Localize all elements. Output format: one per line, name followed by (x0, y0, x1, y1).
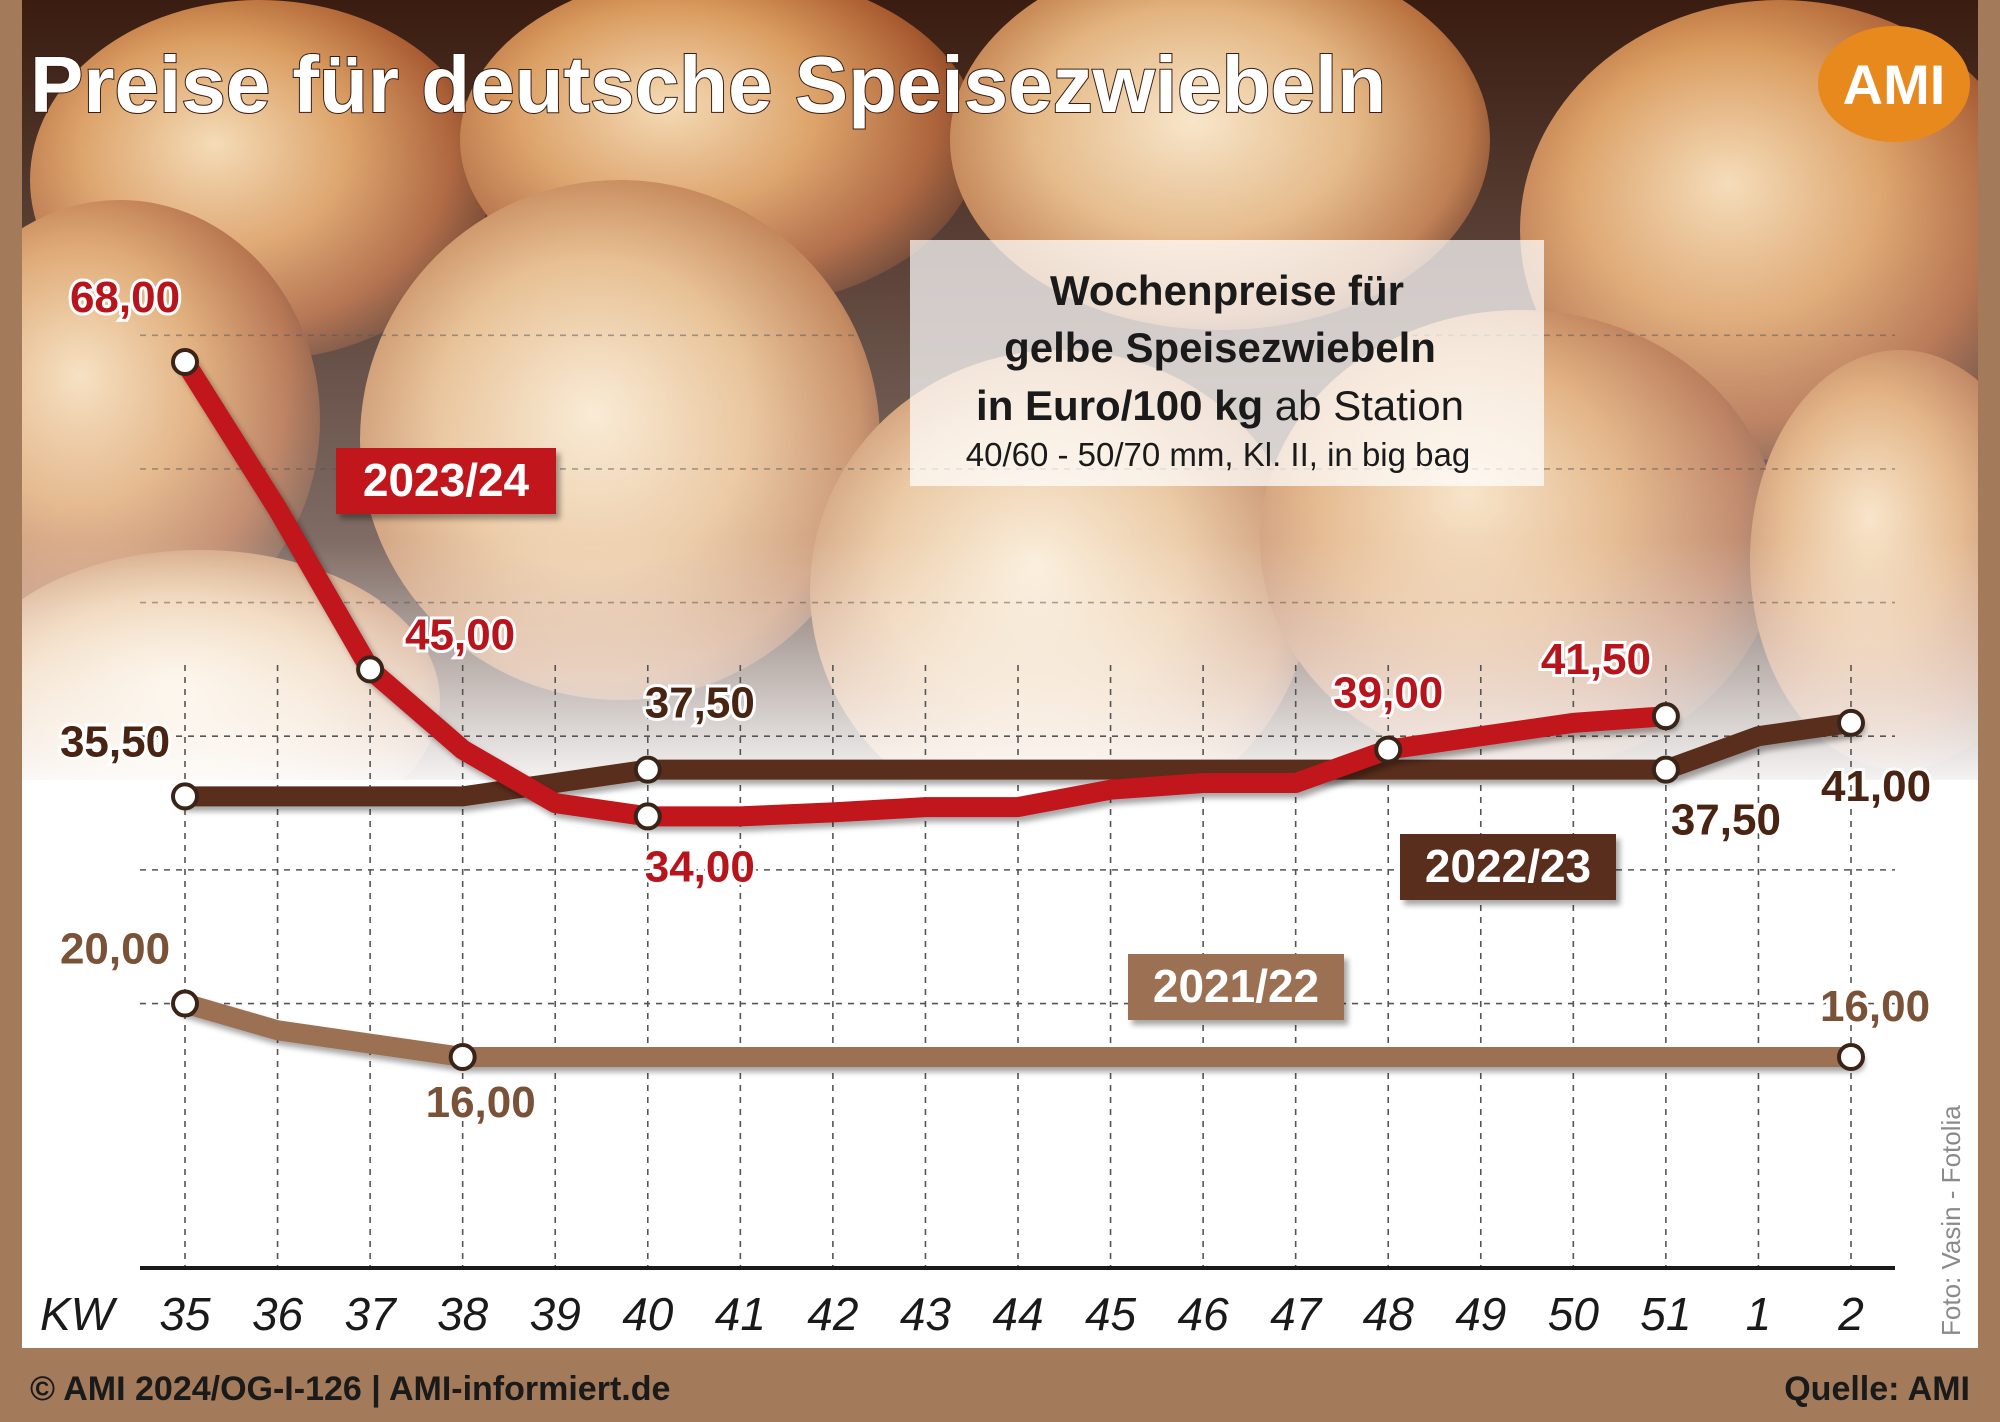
marker-2021-22-35 (171, 989, 199, 1018)
series-line-2022-23 (175, 712, 1861, 807)
x-tick-label-50: 50 (1548, 1288, 1600, 1340)
x-tick-label-46: 46 (1178, 1288, 1230, 1340)
marker-2022-23-35 (171, 782, 199, 811)
value-label-2023-24-51: 41,50 (1541, 635, 1651, 684)
series-tag-2022-23-label: 2022/23 (1425, 840, 1591, 892)
series-markers (171, 348, 1865, 1071)
subtitle-line-3: in Euro/100 kg ab Station (976, 382, 1464, 429)
x-tick-label-40: 40 (622, 1288, 674, 1340)
marker-2023-24-35 (171, 348, 199, 376)
subtitle-line-2: gelbe Speisezwiebeln (1004, 324, 1436, 371)
x-tick-label-49: 49 (1455, 1288, 1506, 1340)
value-label-2022-23-2: 41,00 (1821, 762, 1931, 811)
marker-2022-23-2 (1837, 708, 1865, 737)
series-tag-2023-24: 2023/24 (336, 448, 556, 514)
x-axis-label: KW (40, 1288, 119, 1340)
subtitle-box: Wochenpreise für gelbe Speisezwiebeln in… (910, 240, 1544, 486)
subtitle-line-4: 40/60 - 50/70 mm, Kl. II, in big bag (966, 436, 1470, 473)
x-tick-label-35: 35 (159, 1288, 211, 1340)
series-tag-2022-23: 2022/23 (1400, 834, 1616, 900)
x-tick-label-41: 41 (715, 1288, 766, 1340)
x-tick-label-43: 43 (900, 1288, 952, 1340)
onion-photo-background (22, 0, 1978, 1348)
page-title: Preise für deutsche Speisezwiebeln (30, 40, 1386, 129)
photo-credit: Foto: Vasin - Fotolia (1936, 1105, 1966, 1336)
marker-2023-24-37 (356, 655, 385, 684)
subtitle-line-3-bold: in Euro/100 kg (976, 382, 1263, 429)
subtitle-line-1: Wochenpreise für (1050, 267, 1404, 314)
value-label-2022-23-51: 37,50 (1671, 796, 1781, 845)
value-label-2022-23-35: 35,50 (60, 717, 170, 766)
x-tick-label-44: 44 (992, 1288, 1043, 1340)
x-tick-label-37: 37 (345, 1288, 398, 1340)
x-tick-label-39: 39 (530, 1288, 581, 1340)
marker-2023-24-48 (1374, 735, 1403, 764)
series-tag-2021-22-label: 2021/22 (1153, 960, 1319, 1012)
series-tag-2021-22: 2021/22 (1128, 954, 1344, 1020)
ami-logo-text: AMI (1843, 53, 1946, 116)
x-tick-label-45: 45 (1085, 1288, 1137, 1340)
marker-2021-22-2 (1837, 1043, 1865, 1071)
x-tick-label-47: 47 (1270, 1288, 1323, 1340)
value-label-2023-24-35: 68,00 (70, 273, 180, 322)
value-label-2021-22-35: 20,00 (60, 925, 170, 974)
value-label-2021-22-2: 16,00 (1820, 982, 1930, 1031)
value-labels: 20,00 16,00 16,00 35,50 37,50 37,50 41,00 68,00… (57, 270, 1934, 1130)
marker-2021-22-38 (448, 1043, 477, 1071)
x-tick-label-2: 2 (1837, 1288, 1864, 1340)
x-tick-label-51: 51 (1640, 1288, 1691, 1340)
value-label-2023-24-40: 34,00 (645, 842, 755, 891)
x-tick-label-36: 36 (252, 1288, 304, 1340)
marker-2023-24-51 (1651, 702, 1680, 731)
x-tick-label-48: 48 (1363, 1288, 1415, 1340)
marker-2022-23-51 (1651, 755, 1680, 784)
x-tick-label-42: 42 (807, 1288, 858, 1340)
value-label-2023-24-37: 45,00 (405, 610, 515, 659)
x-tick-labels: 35 36 37 38 39 40 41 42 43 44 45 46 47 48 49 50 51 1 2 (159, 1288, 1863, 1340)
subtitle-line-3-normal: ab Station (1263, 382, 1464, 429)
value-label-2023-24-48: 39,00 (1333, 669, 1443, 718)
series-line-2023-24 (175, 352, 1676, 827)
series-tag-2023-24-label: 2023/24 (363, 454, 530, 506)
marker-2023-24-40 (633, 802, 662, 831)
value-label-2021-22-38: 16,00 (426, 1078, 536, 1127)
series-tags: 2023/24 2022/23 2021/22 (336, 448, 1616, 1020)
footer-copyright: © AMI 2024/OG-I-126 | AMI-informiert.de (30, 1370, 670, 1408)
value-label-2022-23-40: 37,50 (645, 679, 755, 728)
ami-logo: AMI (1818, 26, 1970, 142)
x-tick-label-1: 1 (1746, 1288, 1772, 1340)
x-tick-label-38: 38 (437, 1288, 489, 1340)
footer-source: Quelle: AMI (1784, 1370, 1970, 1408)
marker-2022-23-40 (633, 755, 662, 784)
